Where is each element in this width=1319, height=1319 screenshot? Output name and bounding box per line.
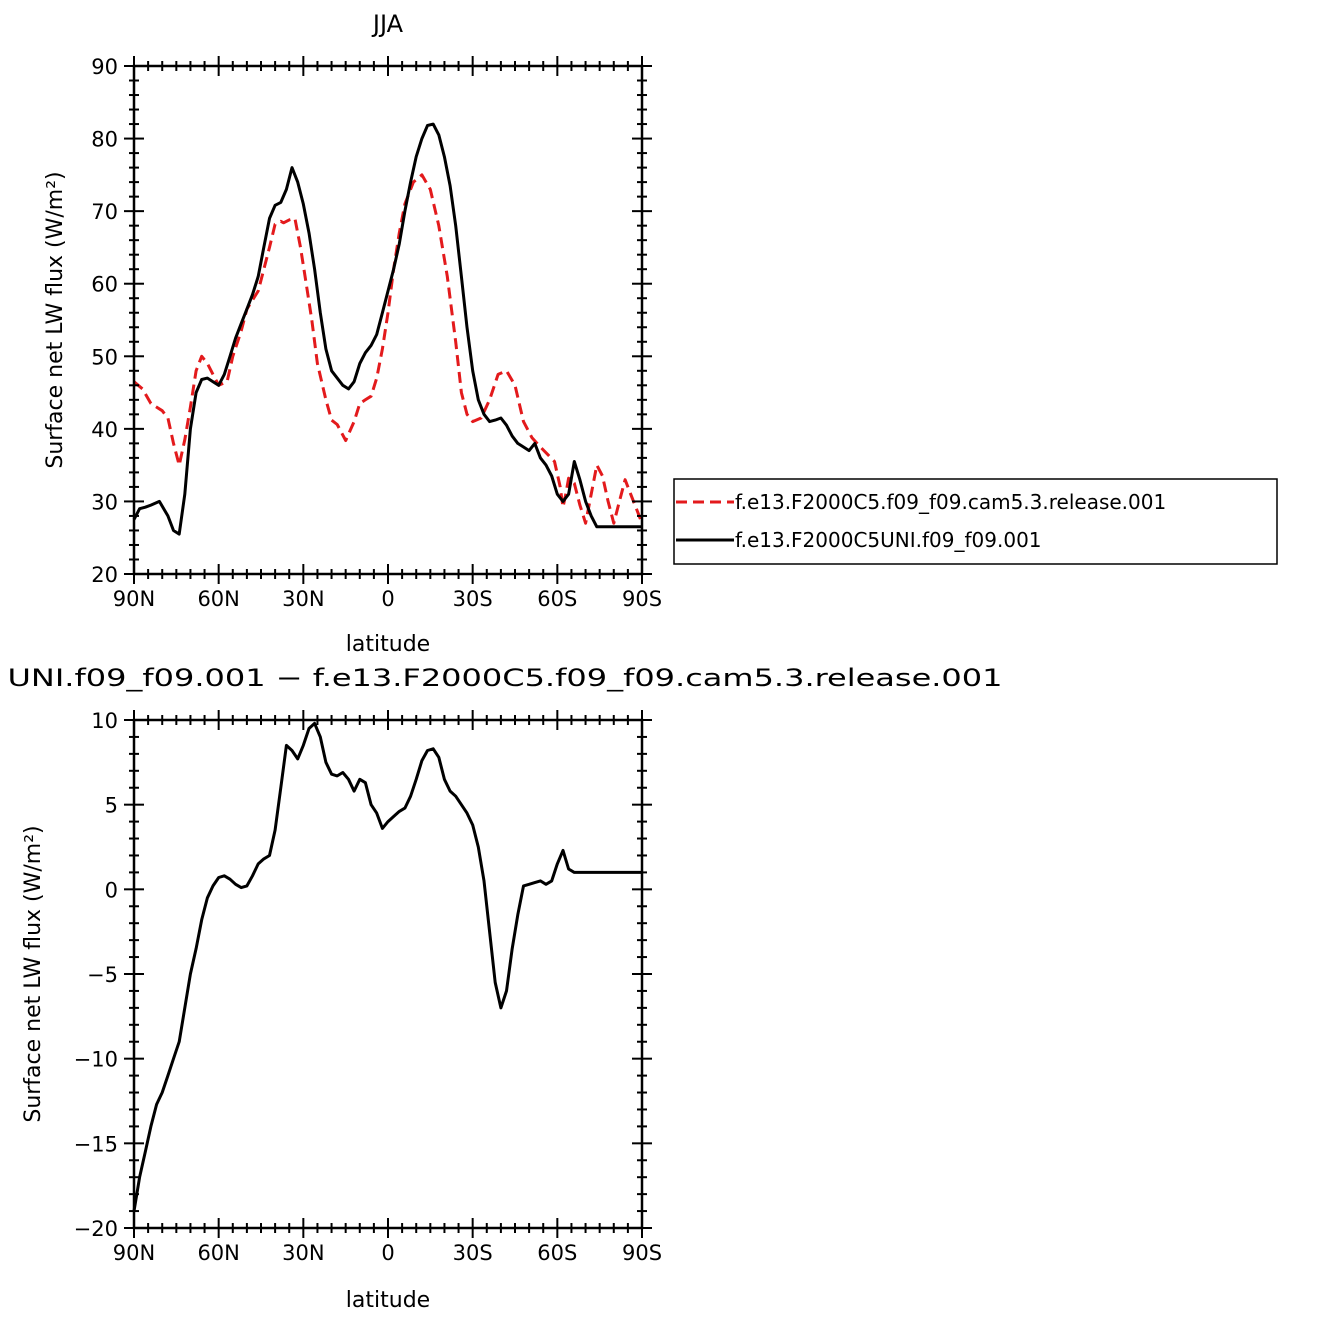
chart-top-y-tick-label: 50 — [91, 345, 118, 369]
chart-bottom-x-tick-label: 30S — [453, 1241, 493, 1265]
chart-bottom-y-tick-label: −15 — [74, 1132, 118, 1156]
chart-top-series-1-line — [132, 122, 642, 536]
chart-top-y-tick-label: 70 — [91, 200, 118, 224]
chart-top-title: JJA — [371, 10, 404, 38]
chart-top-x-tick-label: 30N — [282, 587, 324, 611]
chart-top-legend: f.e13.F2000C5.f09_f09.cam5.3.release.001… — [673, 478, 1278, 565]
legend-label-control: f.e13.F2000C5.f09_f09.cam5.3.release.001 — [735, 490, 1166, 514]
chart-bottom-xlabel: latitude — [346, 1288, 430, 1313]
chart-top-x-tick-label: 90S — [622, 587, 662, 611]
chart-top-y-axis: 20 30 40 50 60 70 80 90 — [91, 55, 652, 587]
chart-bottom-x-axis: 90N 60N 30N 0 30S 60S 90S — [113, 710, 662, 1265]
chart-top-series-layer — [132, 122, 644, 536]
chart-top-x-axis: 90N 60N 30N 0 30S 60S 90S — [113, 56, 662, 611]
chart-top-y-tick-label: 20 — [91, 563, 118, 587]
chart-bottom-y-tick-label: 0 — [105, 878, 118, 902]
chart-bottom-y-tick-label: 5 — [105, 794, 118, 818]
chart-top-y-tick-label: 80 — [91, 128, 118, 152]
chart-bottom-x-tick-label: 90N — [113, 1241, 155, 1265]
chart-bottom-x-tick-label: 60S — [537, 1241, 577, 1265]
chart-top-x-tick-label: 90N — [113, 587, 155, 611]
chart-top-x-tick-label: 60N — [197, 587, 239, 611]
legend-label-experiment: f.e13.F2000C5UNI.f09_f09.001 — [735, 528, 1042, 552]
chart-bottom-x-tick-label: 60N — [197, 1241, 239, 1265]
chart-bottom-x-tick-label: 0 — [381, 1241, 394, 1265]
legend-box — [673, 478, 1278, 565]
chart-top-x-tick-label: 30S — [453, 587, 493, 611]
chart-top-x-tick-label: 0 — [381, 587, 394, 611]
chart-bottom-x-tick-label: 90S — [622, 1241, 662, 1265]
chart-bottom-x-tick-label: 30N — [282, 1241, 324, 1265]
chart-bottom-y-tick-label: −10 — [74, 1048, 118, 1072]
chart-bottom-series-layer — [132, 721, 642, 1212]
chart-bottom-y-tick-label: −20 — [74, 1217, 118, 1241]
chart-bottom-y-tick-label: 10 — [91, 709, 118, 733]
chart-bottom-series-0-line — [132, 721, 642, 1212]
chart-top-series-0-line — [133, 173, 644, 525]
chart-top-xlabel: latitude — [346, 632, 430, 657]
chart-top-ylabel: Surface net LW flux (W/m²) — [43, 171, 68, 468]
chart-bottom-title: UNI.f09_f09.001 − f.e13.F2000C5.f09_f09.… — [8, 664, 1003, 692]
chart-top-y-tick-label: 40 — [91, 418, 118, 442]
chart-bottom-y-tick-label: −5 — [87, 963, 118, 987]
chart-bottom: UNI.f09_f09.001 − f.e13.F2000C5.f09_f09.… — [8, 664, 1003, 1313]
chart-bottom-ylabel: Surface net LW flux (W/m²) — [21, 825, 46, 1122]
chart-top-y-tick-label: 90 — [91, 55, 118, 79]
chart-top-y-tick-label: 30 — [91, 490, 118, 514]
chart-top-y-tick-label: 60 — [91, 273, 118, 297]
chart-bottom-y-axis: −20 −15 −10 −5 0 5 10 — [74, 709, 652, 1241]
chart-bottom-plot-frame — [132, 718, 644, 1230]
chart-top-x-tick-label: 60S — [537, 587, 577, 611]
chart-top: JJA 90N 60N 30N 0 30S 60S 90S 2030405060708090… — [43, 10, 1278, 657]
